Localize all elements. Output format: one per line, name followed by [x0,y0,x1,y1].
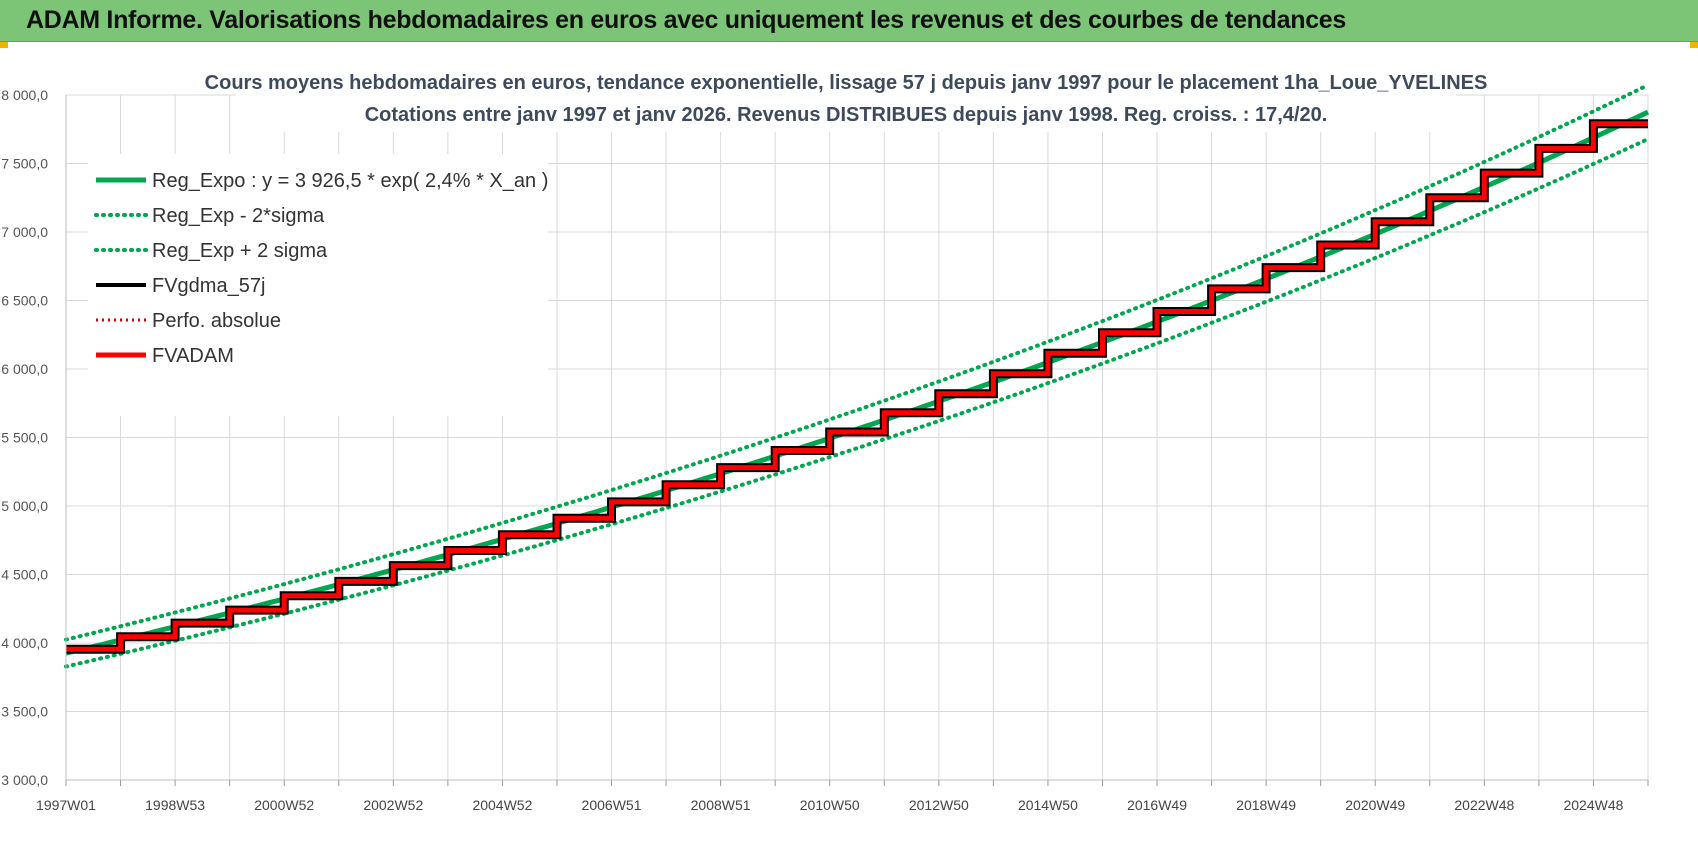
x-tick-label: 2006W51 [582,797,642,813]
y-tick-label: 3 000,0 [1,772,48,788]
y-tick-label: 7 500,0 [1,156,48,172]
legend-label: Reg_Exp - 2*sigma [152,205,325,227]
chart-area: 3 000,0 3 500,0 4 000,0 4 500,0 5 000,0 5 500… [0,42,1698,848]
y-tick-label: 4 500,0 [1,567,48,583]
axes: 3 000,0 3 500,0 4 000,0 4 500,0 5 000,0 5 500… [1,87,1649,813]
x-tick-label: 2004W52 [472,797,532,813]
y-tick-label: 6 000,0 [1,361,48,377]
series-layer [64,83,1650,669]
x-tick-label: 2012W50 [909,797,969,813]
title-background [236,62,1456,132]
x-tick-label: 2014W50 [1018,797,1078,813]
corner-marker [1690,42,1698,48]
legend-background [88,154,548,416]
report-header: ADAM Informe. Valorisations hebdomadaire… [0,0,1698,42]
x-tick-label: 2000W52 [254,797,314,813]
y-tick-label: 8 000,0 [1,87,48,103]
x-tick-label: 2020W49 [1345,797,1405,813]
chart-svg: 3 000,0 3 500,0 4 000,0 4 500,0 5 000,0 5 500… [1,62,1650,813]
y-tick-label: 4 000,0 [1,635,48,651]
y-tick-label: 3 500,0 [1,704,48,720]
chart-title-line-2: Cotations entre janv 1997 et janv 2026. … [365,104,1328,126]
y-tick-label: 6 500,0 [1,293,48,309]
legend: Reg_Expo : y = 3 926,5 * exp( 2,4% * X_a… [88,154,548,416]
x-tick-label: 1997W01 [36,797,96,813]
legend-label: Perfo. absolue [152,310,281,332]
legend-label: Reg_Expo : y = 3 926,5 * exp( 2,4% * X_a… [152,170,548,192]
series-fvadam [66,121,1648,652]
x-tick-label: 2008W51 [691,797,751,813]
y-tick-label: 5 000,0 [1,498,48,514]
legend-label: Reg_Exp + 2 sigma [152,240,328,262]
x-tick-label: 2010W50 [800,797,860,813]
legend-label: FVADAM [152,345,234,367]
x-tick-label: 2002W52 [363,797,423,813]
x-tick-label: 2022W48 [1454,797,1514,813]
y-tick-label: 7 000,0 [1,224,48,240]
corner-marker [0,42,8,48]
series-reg-plus-2sigma [64,83,1650,642]
series-reg-minus-2sigma [64,137,1650,669]
x-tick-label: 2024W48 [1563,797,1623,813]
x-tick-label: 2016W49 [1127,797,1187,813]
report-title: ADAM Informe. Valorisations hebdomadaire… [26,6,1347,34]
chart-title-line-1: Cours moyens hebdomadaires en euros, ten… [205,72,1488,94]
x-tick-label: 1998W53 [145,797,205,813]
y-tick-label: 5 500,0 [1,430,48,446]
x-tick-label: 2018W49 [1236,797,1296,813]
legend-label: FVgdma_57j [152,275,265,297]
